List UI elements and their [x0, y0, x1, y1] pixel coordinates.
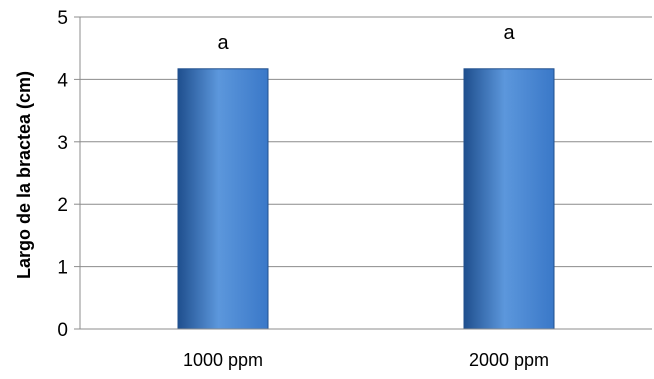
x-tick-label: 2000 ppm	[469, 350, 549, 370]
bars	[177, 68, 555, 330]
x-tick-label: 1000 ppm	[183, 350, 263, 370]
gridlines	[74, 16, 652, 330]
y-tick-label: 3	[57, 133, 68, 154]
y-tick-label: 0	[57, 320, 68, 341]
data-label: a	[217, 32, 229, 54]
bar-2	[463, 68, 555, 330]
y-tick-label: 5	[57, 8, 68, 29]
y-tick-label: 4	[57, 70, 68, 91]
y-tick-labels: 0 1 2 3 4 5	[57, 8, 68, 341]
y-axis-title: Largo de la bractea (cm)	[14, 71, 34, 279]
x-tick-labels: 1000 ppm 2000 ppm	[183, 350, 549, 370]
data-label: a	[503, 22, 515, 44]
y-tick-label: 2	[57, 195, 68, 216]
bar-1	[177, 68, 269, 330]
y-tick-label: 1	[57, 258, 68, 279]
